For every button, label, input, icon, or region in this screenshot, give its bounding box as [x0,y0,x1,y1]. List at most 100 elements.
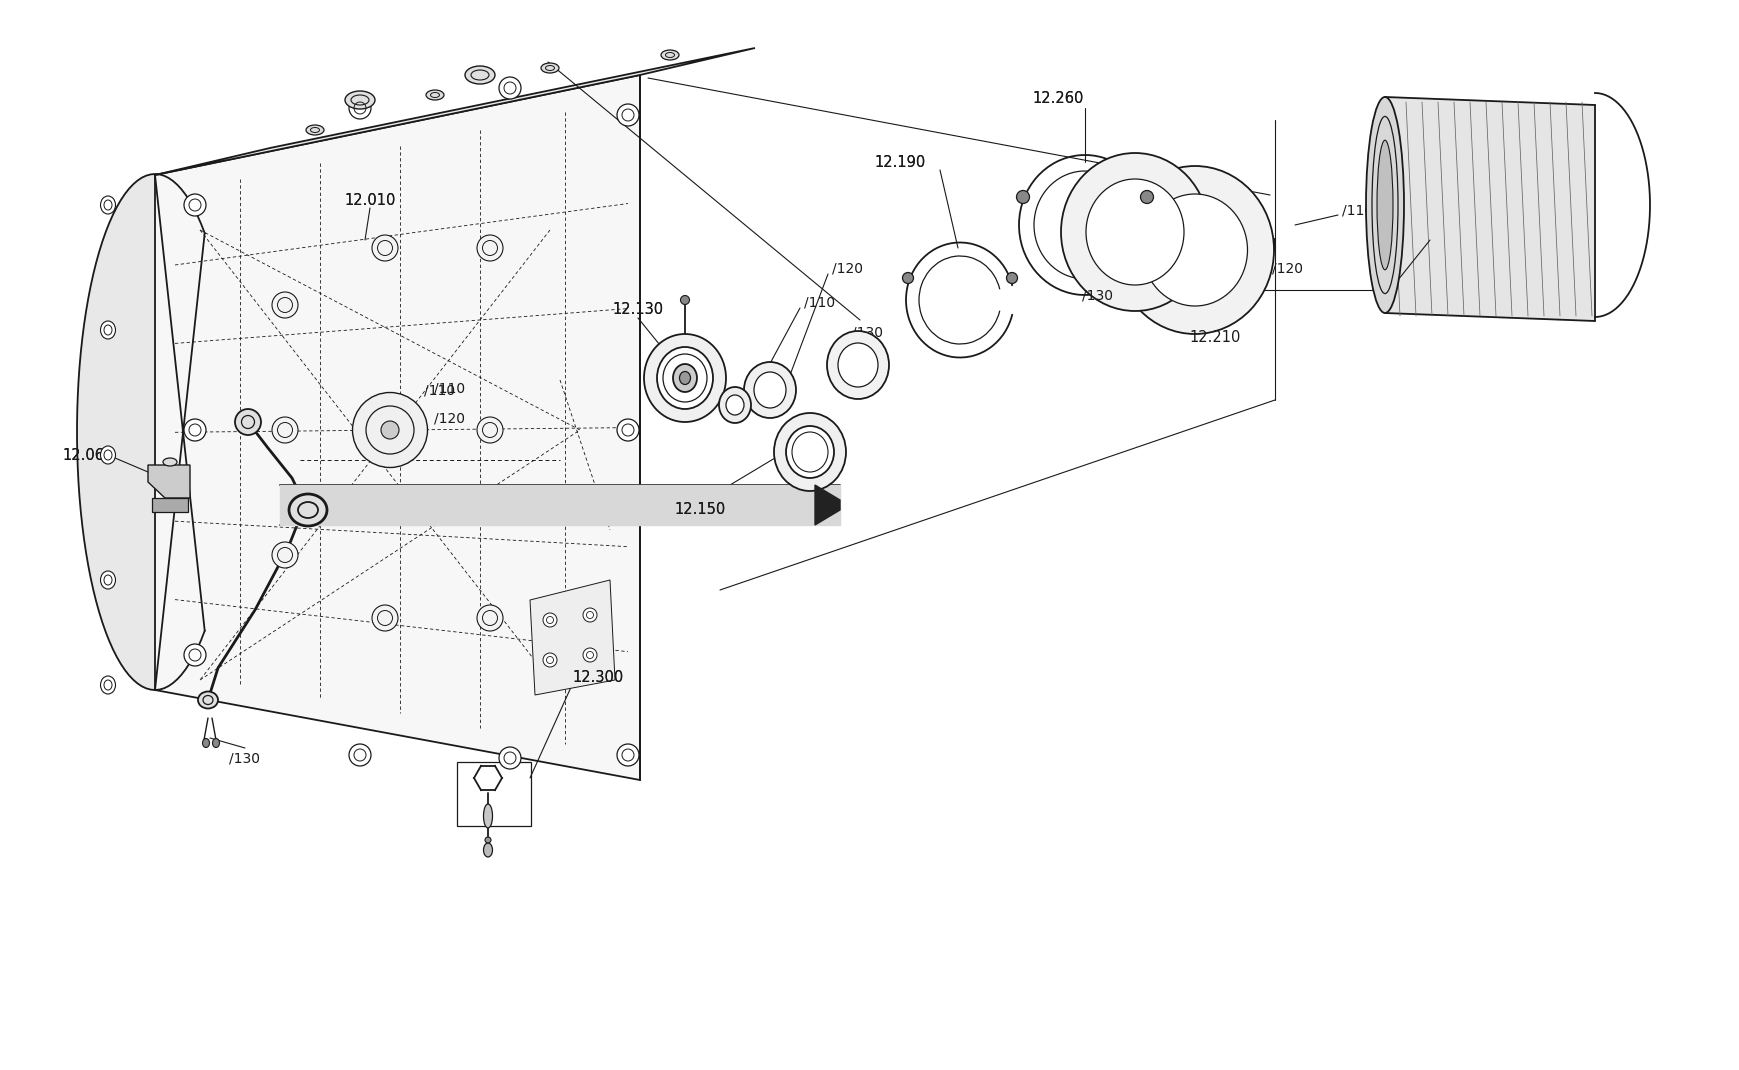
Ellipse shape [476,417,503,443]
Ellipse shape [350,97,370,119]
Text: /110: /110 [424,383,456,397]
Ellipse shape [353,393,428,468]
Ellipse shape [101,321,115,339]
Text: /120: /120 [831,261,863,275]
Polygon shape [155,48,755,175]
Text: 12.060: 12.060 [63,447,113,462]
Ellipse shape [1085,179,1183,285]
Ellipse shape [680,371,690,384]
Text: 12.300: 12.300 [572,671,623,686]
Ellipse shape [198,691,217,708]
Ellipse shape [673,364,697,392]
Ellipse shape [583,648,596,662]
Ellipse shape [101,571,115,588]
Ellipse shape [101,676,115,694]
Ellipse shape [212,738,219,748]
Text: /130: /130 [852,325,883,339]
Text: /110: /110 [435,381,466,395]
Text: /110: /110 [1343,203,1372,217]
Polygon shape [814,485,840,525]
Ellipse shape [1139,190,1153,203]
Ellipse shape [826,331,889,399]
Text: 12.190: 12.190 [875,154,925,169]
Ellipse shape [184,419,205,441]
Ellipse shape [163,458,177,467]
Ellipse shape [184,194,205,216]
Ellipse shape [774,413,845,491]
Ellipse shape [476,235,503,261]
Polygon shape [155,75,640,780]
Polygon shape [530,580,614,696]
Ellipse shape [372,235,398,261]
Ellipse shape [744,362,795,418]
Ellipse shape [372,605,398,631]
Ellipse shape [235,409,261,435]
Ellipse shape [184,644,205,666]
Ellipse shape [271,542,297,568]
Text: 12.300: 12.300 [572,671,623,686]
Ellipse shape [271,417,297,443]
Text: 12.060: 12.060 [63,447,113,462]
Text: /130: /130 [1082,288,1113,302]
Ellipse shape [617,744,638,766]
Text: 12.010: 12.010 [344,193,395,208]
Ellipse shape [643,334,725,422]
Text: /120: /120 [435,411,466,425]
Text: 12.130: 12.130 [612,303,663,318]
Ellipse shape [1365,97,1403,314]
Ellipse shape [718,387,751,423]
Text: 12.190: 12.190 [875,154,925,169]
Ellipse shape [485,837,490,843]
Ellipse shape [1115,166,1273,334]
Ellipse shape [1376,140,1393,270]
Ellipse shape [617,419,638,441]
Ellipse shape [350,744,370,766]
Ellipse shape [1016,190,1029,203]
Ellipse shape [1061,153,1209,311]
Text: 12.130: 12.130 [612,303,663,318]
Ellipse shape [476,605,503,631]
Ellipse shape [1143,194,1247,306]
Text: /120: /120 [1271,261,1303,275]
Ellipse shape [753,372,786,408]
Text: 12.210: 12.210 [1189,331,1240,346]
Polygon shape [151,498,188,513]
Ellipse shape [271,292,297,318]
Polygon shape [148,465,190,498]
Ellipse shape [543,613,556,627]
Ellipse shape [464,66,494,85]
Ellipse shape [381,421,398,439]
Ellipse shape [786,426,833,478]
Ellipse shape [499,747,520,769]
Ellipse shape [426,90,443,100]
Ellipse shape [541,63,558,73]
Text: 12.150: 12.150 [675,503,725,518]
Ellipse shape [657,347,713,409]
Ellipse shape [661,50,678,60]
Text: /110: /110 [803,295,835,309]
Polygon shape [1384,97,1595,321]
Ellipse shape [101,446,115,464]
Text: 12.260: 12.260 [1031,91,1083,106]
Ellipse shape [903,273,913,284]
Ellipse shape [344,91,376,109]
Ellipse shape [499,77,520,100]
Ellipse shape [483,843,492,857]
Ellipse shape [680,295,689,305]
Ellipse shape [289,494,327,526]
Ellipse shape [483,804,492,828]
Ellipse shape [543,653,556,667]
Text: 12.150: 12.150 [675,503,725,518]
Polygon shape [77,174,205,690]
Ellipse shape [617,104,638,126]
Ellipse shape [202,738,209,748]
Ellipse shape [306,125,323,135]
Text: /130: /130 [230,751,261,765]
Text: 12.260: 12.260 [1031,91,1083,106]
Ellipse shape [583,608,596,622]
Ellipse shape [725,395,744,415]
Text: 12.010: 12.010 [344,193,395,208]
Ellipse shape [101,196,115,214]
Ellipse shape [838,343,878,387]
Ellipse shape [1005,273,1017,284]
